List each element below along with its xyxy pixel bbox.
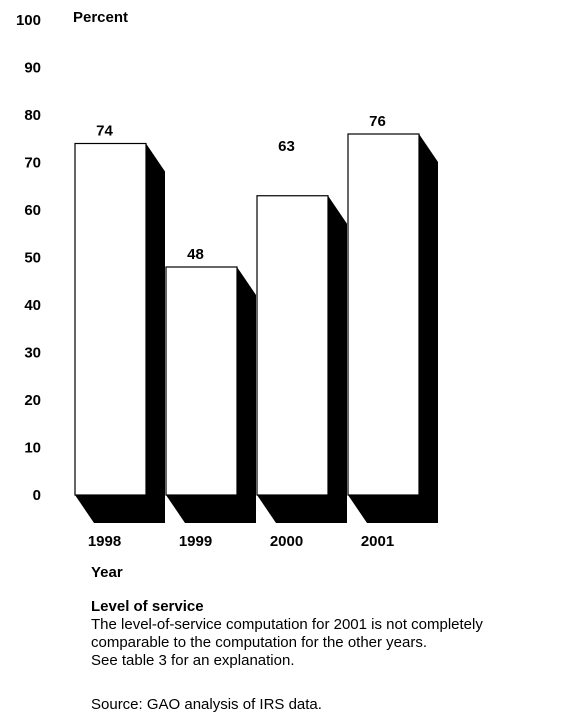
- bars: [74, 133, 438, 523]
- y-tick-label: 20: [24, 392, 41, 409]
- y-tick-label: 60: [24, 202, 41, 219]
- y-axis-ticks: 0 10 20 30 40 50 60 70 80 90 100: [16, 12, 41, 504]
- data-label: 76: [369, 113, 386, 130]
- y-tick-label: 100: [16, 12, 41, 29]
- legend-note-line: comparable to the computation for the ot…: [91, 634, 428, 651]
- data-label: 74: [96, 123, 113, 140]
- x-axis-label: Year: [91, 564, 123, 581]
- x-tick-label: 1998: [88, 533, 121, 550]
- y-tick-label: 10: [24, 440, 41, 457]
- bar: [165, 266, 238, 496]
- y-tick-label: 80: [24, 107, 41, 124]
- data-labels: 74 48 63 76: [96, 113, 386, 263]
- x-axis-ticks: 1998 1999 2000 2001: [88, 533, 394, 550]
- bar-chart: 0 10 20 30 40 50 60 70 80 90 100 74 48 63 76 1998 1999…: [16, 12, 438, 550]
- bar: [256, 195, 329, 496]
- bar: [347, 133, 420, 496]
- legend-title: Level of service: [91, 598, 204, 615]
- y-tick-label: 70: [24, 155, 41, 172]
- data-label: 63: [278, 138, 295, 155]
- data-label: 48: [187, 246, 204, 263]
- y-tick-label: 0: [33, 487, 41, 504]
- y-axis-label: Percent: [73, 9, 129, 26]
- x-tick-label: 1999: [179, 533, 212, 550]
- source-note: Source: GAO analysis of IRS data.: [91, 696, 322, 713]
- legend-note-line: The level-of-service computation for 200…: [91, 616, 483, 633]
- bar: [74, 142, 147, 496]
- legend-note-line: See table 3 for an explanation.: [91, 652, 295, 669]
- x-tick-label: 2001: [361, 533, 394, 550]
- x-tick-label: 2000: [270, 533, 303, 550]
- y-tick-label: 30: [24, 345, 41, 362]
- y-tick-label: 40: [24, 297, 41, 314]
- legend: Level of service The level-of-service co…: [91, 598, 571, 670]
- y-tick-label: 90: [24, 60, 41, 77]
- y-tick-label: 50: [24, 250, 41, 267]
